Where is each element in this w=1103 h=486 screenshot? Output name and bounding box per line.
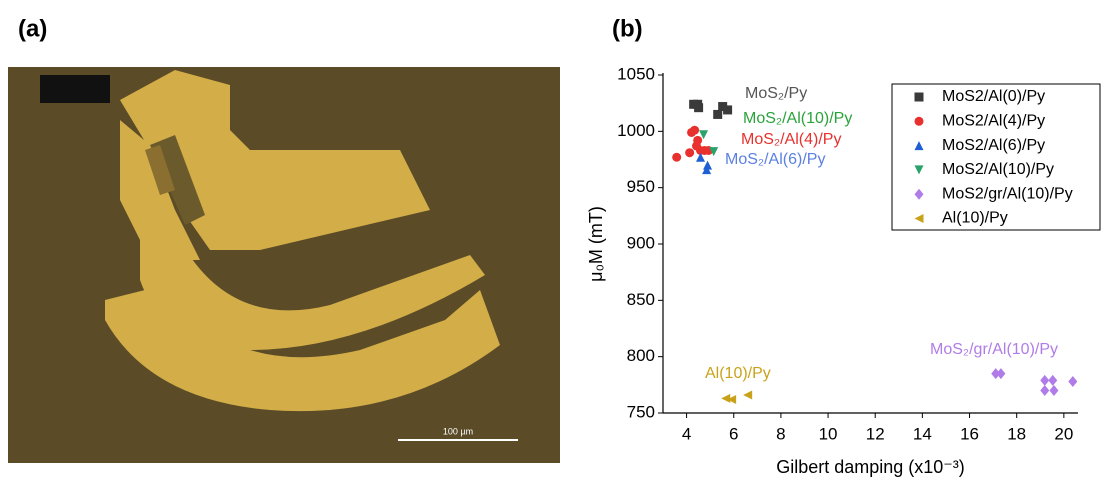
x-tick-label: 6 (729, 424, 738, 443)
figure: (a) 100 µm (b) 750 800 850 900 950 1000 1050 4 6… (0, 0, 1103, 481)
x-tick-label: 12 (866, 424, 885, 443)
x-tick-label: 14 (913, 424, 932, 443)
legend-box (892, 84, 1100, 230)
legend-label: MoS2/Al(4)/Py (942, 113, 1045, 130)
legend-label: Al(10)/Py (942, 210, 1008, 227)
annotation: MoS₂/Al(4)/Py (741, 131, 841, 148)
legend-label: MoS2/Al(6)/Py (942, 137, 1045, 154)
panel-label: (a) (18, 15, 47, 42)
annotation: MoS₂/Py (745, 85, 807, 102)
data-point (693, 136, 702, 145)
y-tick-label: 1050 (617, 64, 655, 83)
data-point (721, 394, 730, 403)
data-point (672, 153, 681, 162)
data-point (685, 148, 694, 157)
legend-marker (915, 117, 924, 126)
legend-label: MoS2/gr/Al(10)/Py (942, 185, 1073, 202)
y-tick-label: 850 (627, 290, 655, 309)
data-point (1040, 385, 1049, 396)
y-tick-label: 750 (627, 402, 655, 421)
panel-label: (b) (612, 15, 643, 42)
y-tick-label: 950 (627, 177, 655, 196)
y-tick-label: 1000 (617, 121, 655, 140)
x-tick-label: 10 (819, 424, 838, 443)
y-axis-label: μ₀M (mT) (586, 206, 606, 282)
micrograph: 100 µm (8, 67, 560, 463)
data-point (1068, 376, 1077, 387)
data-point (1049, 385, 1058, 396)
y-tick-label: 900 (627, 233, 655, 252)
data-point (687, 128, 696, 137)
annotation: Al(10)/Py (705, 365, 771, 382)
x-tick-label: 8 (776, 424, 785, 443)
data-point (1048, 375, 1057, 386)
x-tick-label: 4 (682, 424, 691, 443)
x-axis-label: Gilbert damping (x10⁻³) (776, 457, 965, 477)
data-point (996, 368, 1005, 379)
scale-bar-label: 100 µm (443, 426, 473, 436)
x-tick-label: 18 (1007, 424, 1026, 443)
x-tick-label: 16 (960, 424, 979, 443)
data-point (703, 161, 712, 170)
legend-marker (915, 93, 924, 102)
annotation: MoS₂/Al(6)/Py (725, 151, 825, 168)
legend-label: MoS2/Al(10)/Py (942, 161, 1054, 178)
data-point (1040, 375, 1049, 386)
annotation: MoS₂/Al(10)/Py (743, 110, 852, 127)
data-point (694, 103, 703, 112)
data-point (713, 110, 722, 119)
y-tick-label: 800 (627, 346, 655, 365)
x-tick-label: 20 (1054, 424, 1073, 443)
data-point (743, 390, 752, 399)
legend-label: MoS2/Al(0)/Py (942, 88, 1045, 105)
annotation: MoS₂/gr/Al(10)/Py (930, 341, 1058, 358)
data-point (723, 105, 732, 114)
